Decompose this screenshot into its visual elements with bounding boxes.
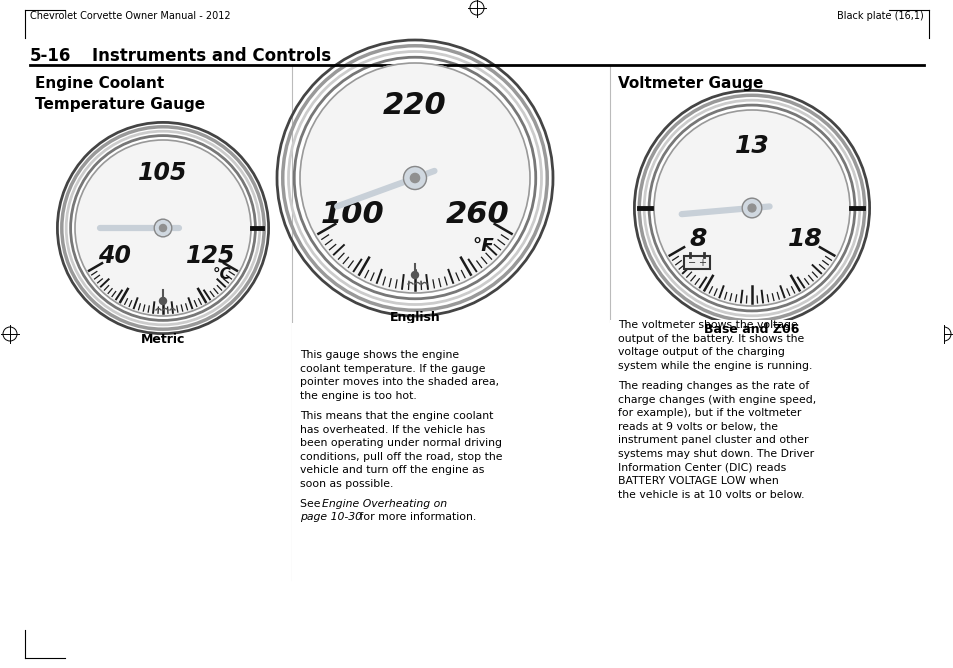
Circle shape — [75, 140, 251, 316]
Text: Metric: Metric — [141, 333, 185, 347]
Text: Engine Overheating on: Engine Overheating on — [322, 499, 447, 509]
Text: 125: 125 — [186, 244, 235, 268]
Circle shape — [159, 224, 167, 232]
Text: 40: 40 — [98, 244, 132, 268]
Circle shape — [410, 174, 419, 182]
Text: The voltmeter shows the voltage
output of the battery. It shows the
voltage outp: The voltmeter shows the voltage output o… — [618, 320, 812, 371]
Text: 8: 8 — [689, 227, 706, 251]
Text: +: + — [698, 258, 705, 268]
Text: 220: 220 — [383, 91, 446, 120]
Text: Black plate (16,1): Black plate (16,1) — [837, 11, 923, 21]
Circle shape — [741, 198, 761, 218]
Text: for more information.: for more information. — [355, 512, 476, 522]
Text: Instruments and Controls: Instruments and Controls — [91, 47, 331, 65]
Text: This gauge shows the engine
coolant temperature. If the gauge
pointer moves into: This gauge shows the engine coolant temp… — [299, 350, 498, 401]
Text: Base and Z06: Base and Z06 — [703, 323, 799, 337]
Text: Engine Coolant
Temperature Gauge: Engine Coolant Temperature Gauge — [35, 76, 205, 112]
Circle shape — [154, 219, 172, 236]
Text: Voltmeter Gauge: Voltmeter Gauge — [618, 76, 762, 91]
Bar — [292, 323, 609, 668]
Circle shape — [159, 297, 167, 305]
Bar — [683, 257, 709, 269]
Text: This means that the engine coolant
has overheated. If the vehicle has
been opera: This means that the engine coolant has o… — [299, 411, 502, 489]
Circle shape — [654, 110, 849, 306]
Text: 18: 18 — [787, 227, 822, 251]
Text: 5-16: 5-16 — [30, 47, 71, 65]
Text: °C: °C — [213, 267, 232, 283]
Circle shape — [403, 166, 426, 190]
Circle shape — [747, 204, 755, 212]
Text: 105: 105 — [138, 160, 188, 184]
Text: −: − — [687, 258, 696, 268]
Text: 260: 260 — [445, 200, 509, 228]
Text: 100: 100 — [320, 200, 384, 228]
Text: See: See — [299, 499, 324, 509]
Text: Chevrolet Corvette Owner Manual - 2012: Chevrolet Corvette Owner Manual - 2012 — [30, 11, 231, 21]
Text: page 10-30: page 10-30 — [299, 512, 361, 522]
Text: English: English — [389, 311, 440, 325]
Bar — [609, 320, 943, 668]
Text: 13: 13 — [734, 134, 768, 158]
Circle shape — [299, 63, 530, 293]
Text: °F: °F — [472, 237, 494, 255]
Circle shape — [411, 271, 418, 279]
Text: The reading changes as the rate of
charge changes (with engine speed,
for exampl: The reading changes as the rate of charg… — [618, 381, 816, 500]
